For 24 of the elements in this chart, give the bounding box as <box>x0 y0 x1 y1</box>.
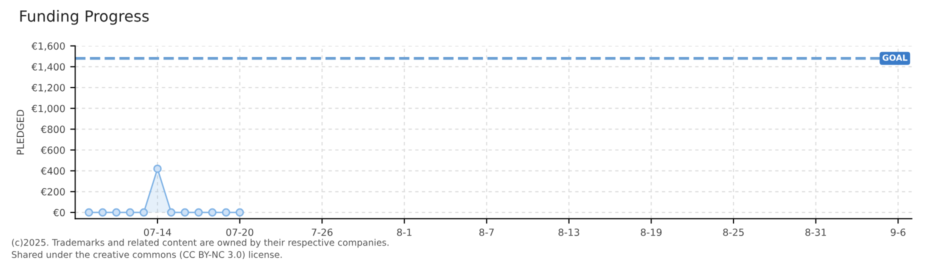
x-tick-label: 07-20 <box>226 228 254 236</box>
y-tick-label: €1,400 <box>31 63 65 72</box>
x-tick-label: 8-19 <box>640 228 662 236</box>
text: Shared under the creative commons (CC BY-NC 3.0) license. <box>12 250 282 260</box>
x-tick-label: 8-1 <box>397 228 412 236</box>
x-tick-label: 8-7 <box>479 228 494 236</box>
y-tick-label: €200 <box>40 188 65 196</box>
y-tick-label: €400 <box>40 167 65 175</box>
y-tick-label: €1,600 <box>31 42 65 51</box>
x-tick-label: 7-26 <box>312 228 332 236</box>
y-tick-label: €800 <box>40 126 65 134</box>
y-tick-label: €0 <box>53 208 65 216</box>
y-tick-label: €1,200 <box>31 84 65 92</box>
chart-title: Funding Progress <box>20 10 149 25</box>
x-tick-label: 8-13 <box>558 228 580 236</box>
x-tick-label: 8-25 <box>723 228 744 236</box>
x-tick-label: 9-6 <box>890 228 906 236</box>
y-axis-title: PLEDGED <box>16 110 24 154</box>
text: (c)2025. Trademarks and related content are owned by their respective companies. <box>12 238 388 248</box>
y-tick-label: €1,000 <box>31 104 65 114</box>
y-tick-label: €600 <box>40 146 65 154</box>
ref-line-label: GOAL <box>882 54 908 61</box>
x-tick-label: 8-31 <box>805 228 826 236</box>
x-tick-label: 07-14 <box>144 228 172 236</box>
